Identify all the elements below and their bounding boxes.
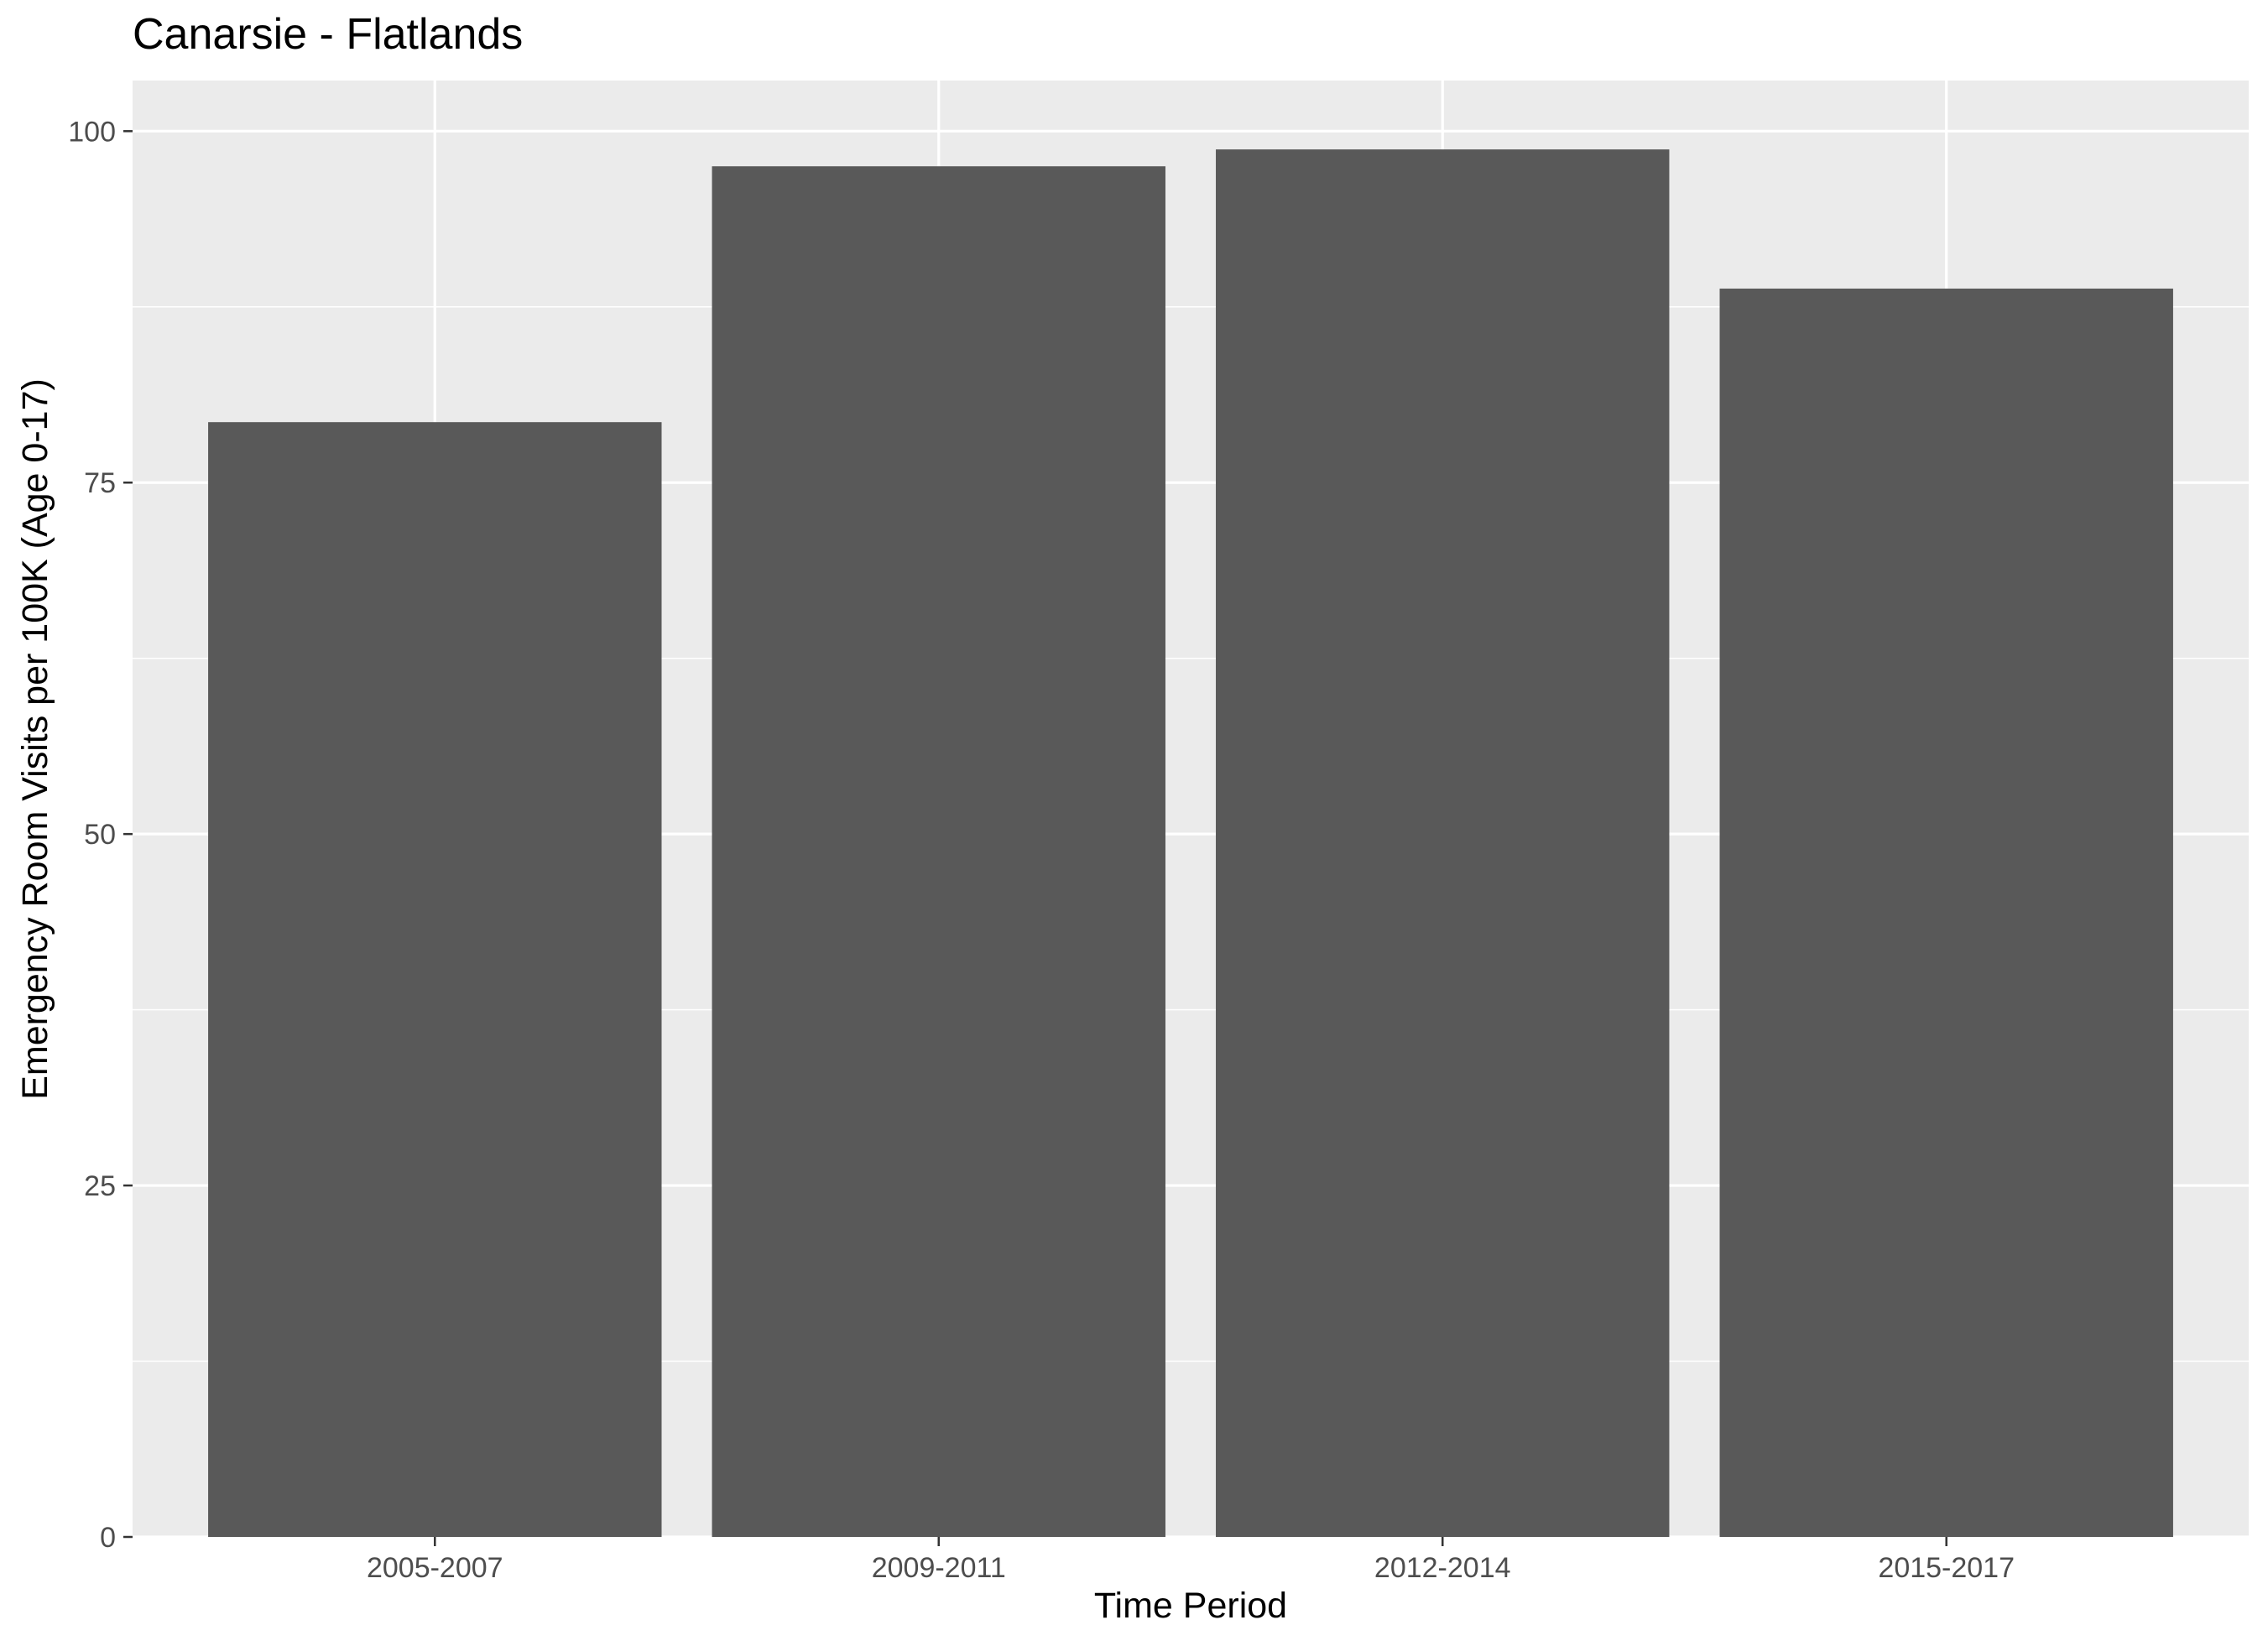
y-tick-label: 100 (68, 116, 116, 148)
y-axis-title: Emergency Room Visits per 100K (Age 0-17… (15, 378, 55, 1100)
bar (208, 422, 662, 1537)
x-tick-label: 2009-2011 (872, 1552, 1006, 1584)
y-tick-label: 0 (100, 1522, 116, 1554)
x-axis-title: Time Period (1094, 1586, 1287, 1626)
x-tick-label: 2005-2007 (367, 1552, 503, 1584)
bars (208, 149, 2173, 1538)
y-tick-label: 50 (84, 819, 116, 851)
x-tick-label: 2012-2014 (1374, 1552, 1511, 1584)
y-tick-label: 75 (84, 467, 116, 499)
bar (1216, 149, 1670, 1537)
y-axis: 0 25 50 75 100 (68, 116, 133, 1554)
x-tick-label: 2015-2017 (1878, 1552, 2015, 1584)
bar (1719, 289, 2173, 1537)
y-tick-label: 25 (84, 1170, 116, 1202)
bar (712, 166, 1165, 1538)
chart-title: Canarsie - Flatlands (133, 10, 523, 59)
x-axis: 2005-2007 2009-2011 2012-2014 2015-2017 (367, 1537, 2015, 1584)
